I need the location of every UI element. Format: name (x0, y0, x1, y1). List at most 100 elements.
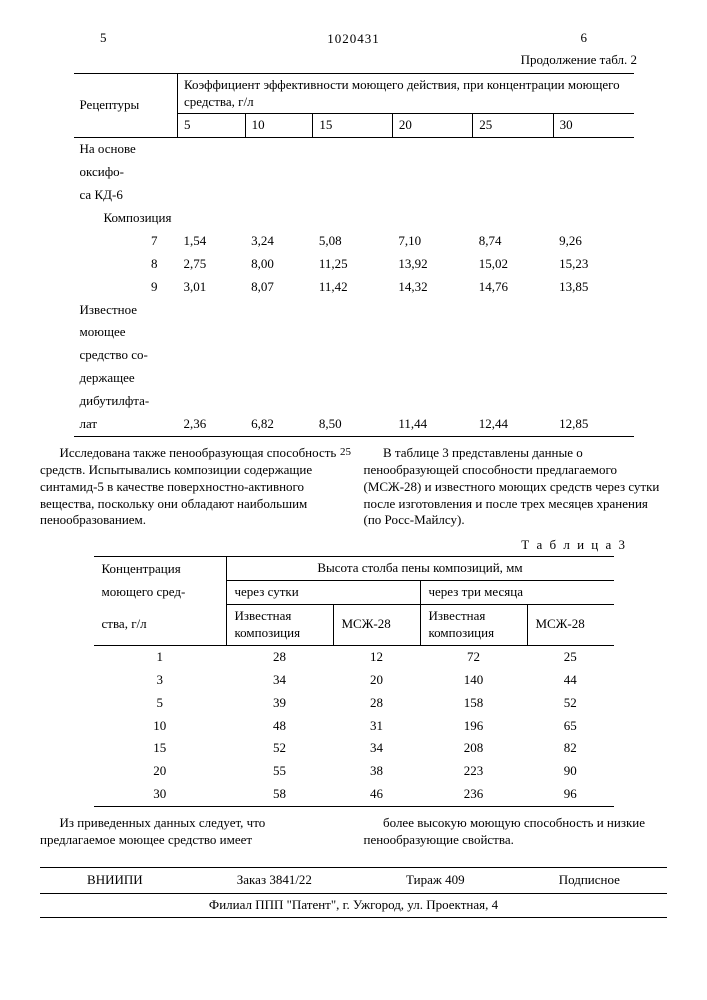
t3-conc: 30 (94, 783, 227, 806)
t2-cell: 15,02 (473, 253, 553, 276)
t3-conc: 1 (94, 645, 227, 668)
page-num-left: 5 (100, 30, 107, 47)
t3-head-day: через сутки (226, 581, 420, 605)
t3-cell: 52 (527, 692, 614, 715)
footer-sign: Подписное (559, 872, 620, 889)
conclusion-left: Из приведенных данных следует, что предл… (40, 815, 344, 849)
t3-head-conc: ства, г/л (94, 605, 227, 646)
t2-conc-25: 25 (473, 114, 553, 138)
t2-grp2-line: держащее (74, 367, 178, 390)
t3-sub-known: Известная композиция (226, 605, 333, 646)
t2-row-label: 7 (74, 230, 178, 253)
footer-tirazh: Тираж 409 (406, 872, 465, 889)
t2-cell: 1,54 (177, 230, 245, 253)
t2-cell: 11,44 (392, 413, 472, 436)
table-row: 5392815852 (94, 692, 614, 715)
t3-cell: 34 (333, 737, 420, 760)
t2-grp2-line: моющее (74, 321, 178, 344)
t3-cell: 65 (527, 715, 614, 738)
t3-cell: 90 (527, 760, 614, 783)
t3-sub-known: Известная композиция (420, 605, 527, 646)
t3-cell: 158 (420, 692, 527, 715)
t2-row-label: 8 (74, 253, 178, 276)
t2-cell: 6,82 (245, 413, 313, 436)
t2-grp1-line: оксифо- (74, 161, 178, 184)
t3-cell: 44 (527, 669, 614, 692)
t2-cell: 14,32 (392, 276, 472, 299)
document-number: 1020431 (40, 31, 667, 48)
t3-head-foam: Высота столба пены композиций, мм (226, 557, 614, 581)
t3-conc: 20 (94, 760, 227, 783)
t2-cell: 15,23 (553, 253, 633, 276)
paragraph-right: В таблице 3 представлены данные о пенооб… (364, 445, 668, 529)
t3-cell: 236 (420, 783, 527, 806)
t2-cell: 3,01 (177, 276, 245, 299)
t2-cell: 2,75 (177, 253, 245, 276)
t2-cell: 11,25 (313, 253, 392, 276)
table-row: 15523420882 (94, 737, 614, 760)
paragraph-left: Исследована также пенообразующая способн… (40, 445, 344, 529)
table-row: лат 2,36 6,82 8,50 11,44 12,44 12,85 (74, 413, 634, 436)
t3-cell: 223 (420, 760, 527, 783)
t2-conc-15: 15 (313, 114, 392, 138)
t2-head-coeff: Коэффициент эффективности моющего действ… (177, 73, 633, 114)
t3-cell: 58 (226, 783, 333, 806)
t2-head-recipe: Рецептуры (74, 73, 178, 138)
t3-cell: 12 (333, 645, 420, 668)
conclusion-right: более высокую моющую способность и низки… (364, 815, 668, 849)
table-row: 20553822390 (94, 760, 614, 783)
line-number-25: 25 (340, 445, 351, 459)
t3-cell: 46 (333, 783, 420, 806)
table-row: 128127225 (94, 645, 614, 668)
t3-conc: 10 (94, 715, 227, 738)
t2-conc-5: 5 (177, 114, 245, 138)
t2-grp1-line: Композиция (74, 207, 178, 230)
t3-cell: 28 (333, 692, 420, 715)
footer-order: Заказ 3841/22 (237, 872, 312, 889)
t3-cell: 82 (527, 737, 614, 760)
footer-line1: ВНИИПИ Заказ 3841/22 Тираж 409 Подписное (40, 867, 667, 894)
t3-cell: 72 (420, 645, 527, 668)
t2-cell: 8,07 (245, 276, 313, 299)
t3-cell: 208 (420, 737, 527, 760)
t2-grp1-line: са КД-6 (74, 184, 178, 207)
t2-cell: 12,44 (473, 413, 553, 436)
t3-cell: 20 (333, 669, 420, 692)
t2-conc-30: 30 (553, 114, 633, 138)
t3-cell: 39 (226, 692, 333, 715)
footer-org: ВНИИПИ (87, 872, 143, 889)
t3-head-3mo: через три месяца (420, 581, 614, 605)
t3-sub-msj: МСЖ-28 (333, 605, 420, 646)
t3-cell: 196 (420, 715, 527, 738)
t2-grp2-line: средство со- (74, 344, 178, 367)
table3-label: Т а б л и ц а 3 (40, 537, 627, 554)
t2-cell: 8,50 (313, 413, 392, 436)
t3-head-conc: моющего сред- (94, 581, 227, 605)
t2-cell: 13,92 (392, 253, 472, 276)
t2-conc-20: 20 (392, 114, 472, 138)
t3-cell: 140 (420, 669, 527, 692)
t2-cell: 5,08 (313, 230, 392, 253)
t3-head-conc: Концентрация (94, 557, 227, 581)
footer-line2: Филиал ППП "Патент", г. Ужгород, ул. Про… (40, 894, 667, 918)
table-row: 8 2,75 8,00 11,25 13,92 15,02 15,23 (74, 253, 634, 276)
t3-conc: 5 (94, 692, 227, 715)
table-row: 10483119665 (94, 715, 614, 738)
table-row: 9 3,01 8,07 11,42 14,32 14,76 13,85 (74, 276, 634, 299)
t3-cell: 28 (226, 645, 333, 668)
t3-cell: 31 (333, 715, 420, 738)
t2-cell: 9,26 (553, 230, 633, 253)
t3-conc: 15 (94, 737, 227, 760)
t2-grp2-line: Известное (74, 299, 178, 322)
t2-grp2-line: лат (74, 413, 178, 436)
t2-cell: 12,85 (553, 413, 633, 436)
t2-conc-10: 10 (245, 114, 313, 138)
table-row: 7 1,54 3,24 5,08 7,10 8,74 9,26 (74, 230, 634, 253)
t2-grp1-line: На основе (74, 138, 178, 161)
t3-conc: 3 (94, 669, 227, 692)
table-2: Рецептуры Коэффициент эффективности моющ… (74, 73, 634, 437)
t2-cell: 7,10 (392, 230, 472, 253)
t3-cell: 38 (333, 760, 420, 783)
table-row: 3342014044 (94, 669, 614, 692)
t3-cell: 52 (226, 737, 333, 760)
